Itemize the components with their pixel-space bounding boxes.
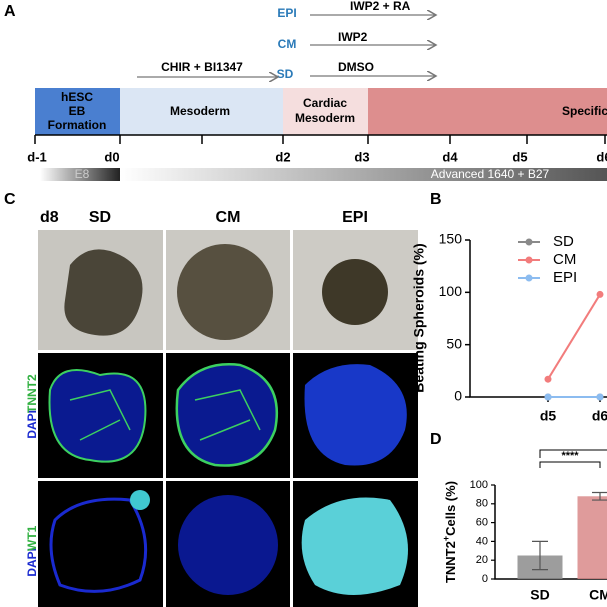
stage-label: hESC — [61, 90, 93, 104]
legend-label: SD — [553, 233, 574, 250]
media-label: Advanced 1640 + B27 — [431, 167, 550, 181]
row-label: TNNT2 — [25, 374, 39, 413]
y-tick-label: 100 — [470, 479, 488, 491]
media-label: E8 — [75, 167, 90, 181]
stage-box — [120, 88, 283, 135]
y-tick-label: 100 — [439, 283, 463, 299]
day-label: d5 — [512, 149, 527, 164]
treatment-drugs: DMSO — [338, 60, 374, 74]
x-tick-label: d6 — [592, 408, 607, 424]
day-label: d0 — [104, 149, 119, 164]
column-label: EPI — [342, 209, 368, 226]
day-label: d3 — [354, 149, 369, 164]
x-tick-label: d5 — [540, 408, 557, 424]
stage-label: Mesoderm — [295, 111, 355, 125]
y-tick-label: 20 — [476, 554, 488, 566]
day-label: d8 — [40, 209, 59, 226]
y-axis-label-part: + — [441, 536, 451, 541]
row-label: WT1 — [25, 525, 39, 551]
day-label: d4 — [442, 149, 458, 164]
day-label: d2 — [275, 149, 290, 164]
axis — [469, 240, 607, 398]
panel-label: B — [430, 191, 442, 208]
media-bar — [120, 168, 607, 181]
legend-marker — [525, 274, 533, 282]
y-tick-label: 60 — [476, 517, 488, 529]
column-label: CM — [216, 209, 241, 226]
y-axis-label-part: Cells (%) — [443, 481, 458, 536]
column-label: SD — [89, 209, 111, 226]
y-axis-label-part: TNNT2 — [443, 541, 458, 583]
y-tick-label: 80 — [476, 498, 488, 510]
error-bar — [592, 491, 607, 501]
x-tick-label: SD — [530, 587, 549, 603]
timeline-axis — [34, 134, 607, 144]
bar — [577, 496, 607, 579]
panel-label: D — [430, 431, 442, 448]
y-tick-label: 40 — [476, 535, 488, 547]
stage-box — [283, 88, 368, 135]
y-tick-label: 50 — [446, 335, 462, 351]
stage-box — [35, 88, 120, 135]
stage-label: EB — [69, 104, 86, 118]
stage-box — [368, 88, 607, 135]
legend-label: EPI — [553, 269, 577, 286]
treatment-drugs: IWP2 + RA — [350, 0, 411, 13]
y-tick-label: 0 — [482, 573, 488, 585]
stage-label: Cardiac — [303, 96, 347, 110]
error-bar — [532, 540, 548, 571]
treatment-name: CM — [278, 37, 297, 51]
panel-label: C — [4, 191, 16, 208]
induction: CHIR + BI1347 — [161, 60, 243, 74]
treatment-name: SD — [277, 67, 294, 81]
media-bar — [40, 168, 120, 181]
data-point — [596, 393, 604, 401]
micrographs — [38, 230, 418, 607]
data-point — [544, 375, 552, 383]
treatment-drugs: IWP2 — [338, 30, 368, 44]
x-tick-label: CM — [589, 587, 607, 603]
y-axis-label: TNNT2+Cells (%) — [441, 481, 458, 583]
series-line — [547, 293, 601, 380]
data-point — [544, 393, 552, 401]
legend-marker — [525, 238, 533, 246]
day-label: d-1 — [27, 149, 47, 164]
legend-label: CM — [553, 251, 576, 268]
significance-bracket — [539, 461, 601, 468]
significance-bracket — [539, 449, 607, 458]
row-label: DAPI — [25, 410, 39, 439]
treatment-name: EPI — [277, 6, 296, 20]
stage-label: Specification — [562, 104, 607, 118]
y-tick-label: 150 — [439, 231, 463, 247]
row-label: DAPI — [25, 548, 39, 577]
y-tick-label: 0 — [454, 388, 462, 404]
day-label: d6 — [596, 149, 607, 164]
legend-marker — [525, 256, 533, 264]
panel-label: A — [4, 3, 16, 20]
data-point — [596, 290, 604, 298]
significance-label: **** — [561, 450, 579, 462]
y-axis-label: Beating Spheroids (%) — [411, 243, 427, 392]
stage-label: Mesoderm — [170, 104, 230, 118]
stage-label: Formation — [48, 118, 107, 132]
